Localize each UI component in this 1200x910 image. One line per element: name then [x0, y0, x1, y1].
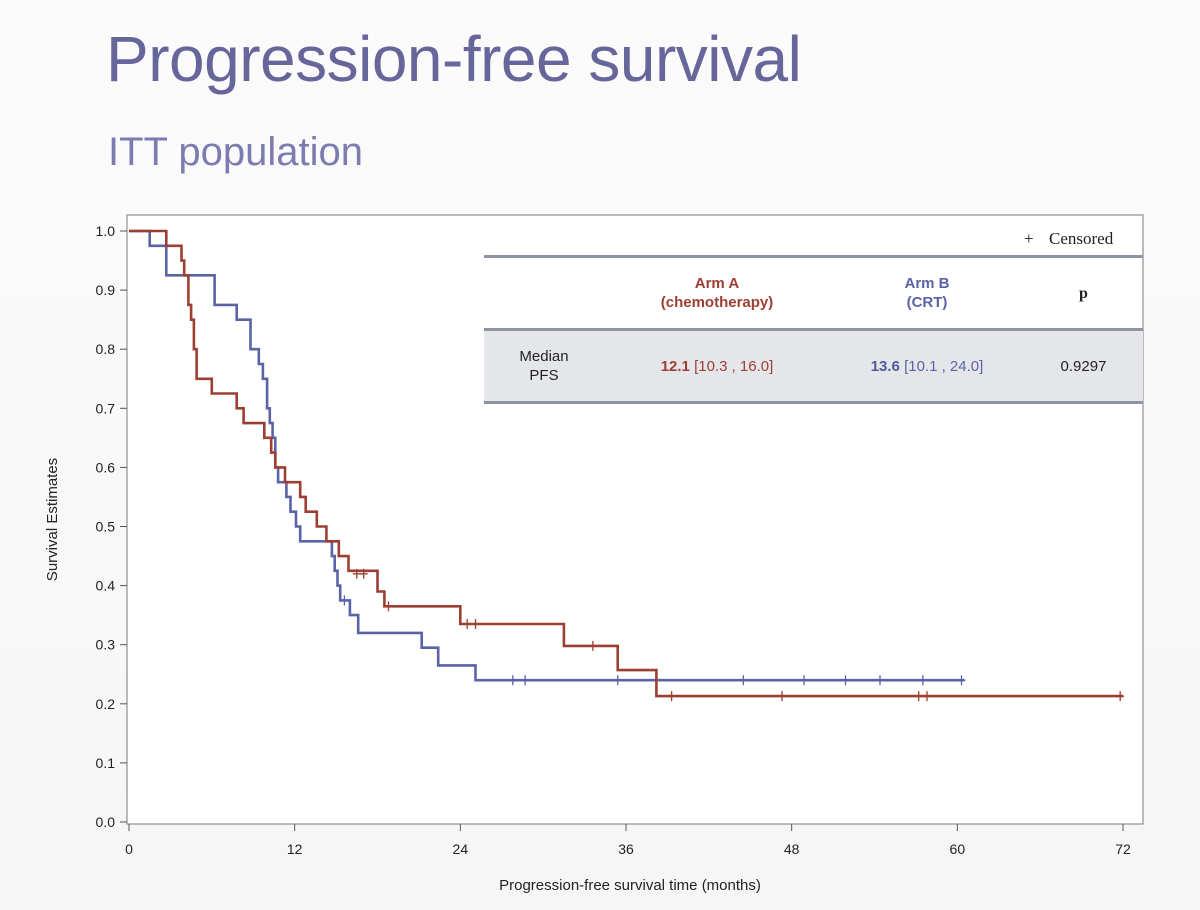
- header-arm-b-name: Arm B: [904, 275, 950, 292]
- arm-a-censor-mark: [778, 691, 786, 702]
- arm-b-median-ci: [10.1 , 24.0]: [904, 357, 984, 375]
- y-tick-label: 0.3: [96, 637, 116, 653]
- x-tick-label: 60: [950, 841, 966, 857]
- arm-a-censor-mark: [1116, 691, 1125, 702]
- arm-a-censor-mark: [359, 568, 368, 579]
- arm-b-censor-mark: [521, 675, 530, 686]
- row-label-line1: Median: [519, 348, 569, 365]
- x-tick-label: 0: [125, 841, 133, 857]
- p-value: 0.9297: [1060, 357, 1107, 375]
- arm-b-censor-mark: [957, 675, 966, 686]
- x-axis-title: Progression-free survival time (months): [499, 877, 761, 894]
- y-tick-label: 0.7: [96, 400, 116, 416]
- y-axis-title: Survival Estimates: [44, 458, 61, 581]
- arm-b-censor-mark: [508, 675, 517, 686]
- arm-a-censor-mark: [352, 568, 361, 579]
- y-tick-label: 0.8: [96, 341, 116, 357]
- arm-b-censor-mark: [739, 675, 748, 686]
- arm-a-censor-mark: [914, 691, 923, 702]
- slide-subtitle: ITT population: [108, 130, 363, 174]
- axes-layer: 0 12 24 36 48 60 72 0.0 0.1 0.2 0.3 0.4 0.5 0.6 0.7 0.8…: [44, 223, 1131, 894]
- arm-a-censor-mark: [588, 640, 597, 651]
- arm-a-censor-mark: [463, 619, 472, 629]
- chart-panel: 0 12 24 36 48 60 72 0.0 0.1 0.2 0.3 0.4 0.5 0.6 0.7 0.8…: [0, 200, 1200, 910]
- arm-b-censor-mark: [841, 675, 850, 686]
- arm-a-survival-curve: [129, 229, 1123, 698]
- km-chart: 0 12 24 36 48 60 72 0.0 0.1 0.2 0.3 0.4 0.5 0.6 0.7 0.8…: [44, 214, 1144, 894]
- legend: + Censored: [1024, 229, 1114, 248]
- header-p: p: [1079, 284, 1088, 302]
- arm-b-censor-mark: [800, 675, 809, 686]
- header-arm-b-desc: (CRT): [906, 294, 948, 311]
- arm-b-survival-curve: [129, 229, 965, 682]
- x-tick-label: 36: [618, 841, 634, 857]
- curves-layer: [129, 229, 1125, 702]
- arm-a-censor-mark: [384, 601, 393, 612]
- arm-a-median-cell: 12.1 [10.3 , 16.0]: [604, 357, 830, 376]
- y-tick-label: 1.0: [96, 223, 116, 239]
- slide-title: Progression-free survival: [106, 23, 802, 95]
- row-label: Median PFS: [484, 347, 604, 385]
- arm-b-censor-mark: [876, 675, 884, 686]
- y-tick-label: 0.0: [96, 814, 116, 830]
- table-mid-rule: [484, 328, 1143, 331]
- arm-b-censor-mark: [918, 675, 927, 686]
- arm-a-censor-mark: [923, 691, 931, 702]
- y-tick-label: 0.5: [96, 519, 116, 535]
- arm-a-censor-mark: [667, 691, 676, 702]
- x-tick-label: 48: [784, 841, 800, 857]
- y-tick-label: 0.2: [96, 696, 116, 712]
- arm-b-censor-mark: [340, 595, 349, 606]
- header-arm-a-name: Arm A: [694, 275, 740, 292]
- header-arm-a-desc: (chemotherapy): [660, 294, 774, 311]
- table-top-rule: [484, 255, 1143, 258]
- table-bottom-rule: [484, 401, 1143, 404]
- x-tick-label: 12: [287, 841, 303, 857]
- legend-censored-label: Censored: [1049, 229, 1114, 248]
- table-header-row: Arm A (chemotherapy) Arm B (CRT) p: [484, 258, 1143, 328]
- arm-a-censor-mark: [471, 619, 480, 629]
- y-tick-label: 0.6: [96, 459, 116, 475]
- y-tick-label: 0.9: [96, 282, 116, 298]
- header-arm-a: Arm A (chemotherapy): [604, 274, 830, 312]
- legend-censor-symbol: +: [1024, 229, 1034, 248]
- arm-b-median-cell: 13.6 [10.1 , 24.0]: [830, 357, 1024, 376]
- arm-b-censor-mark: [613, 675, 622, 686]
- arm-b-median-value: 13.6: [870, 357, 900, 375]
- header-arm-b: Arm B (CRT): [830, 274, 1024, 312]
- y-tick-label: 0.1: [96, 755, 116, 771]
- row-label-line2: PFS: [529, 367, 559, 384]
- x-tick-label: 24: [453, 841, 469, 857]
- x-tick-label: 72: [1115, 841, 1131, 857]
- table-row-median-pfs: Median PFS 12.1 [10.3 , 16.0] 13.6 [10.1…: [484, 331, 1143, 401]
- median-pfs-table: Arm A (chemotherapy) Arm B (CRT) p Media…: [484, 255, 1143, 404]
- y-tick-label: 0.4: [96, 578, 116, 594]
- arm-a-median-value: 12.1: [660, 357, 690, 375]
- arm-a-median-ci: [10.3 , 16.0]: [694, 357, 774, 375]
